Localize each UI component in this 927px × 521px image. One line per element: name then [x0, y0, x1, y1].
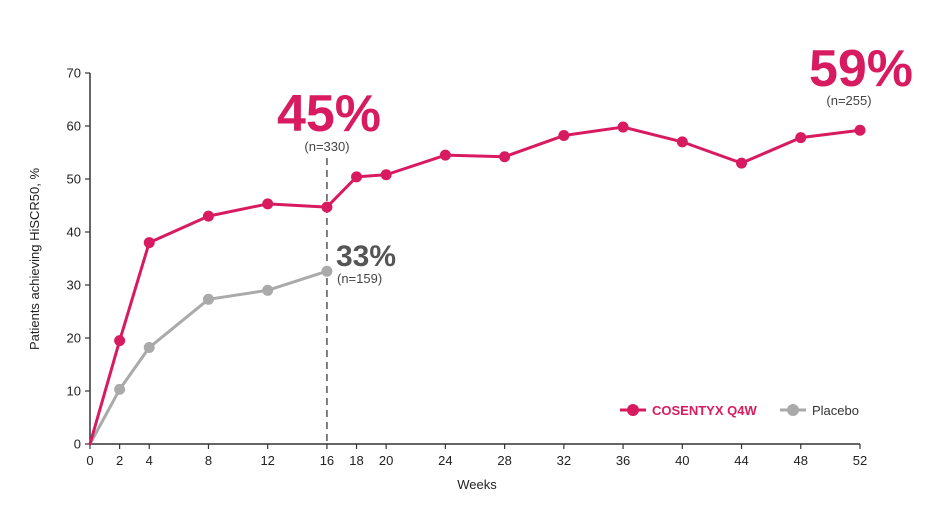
series-cosentyx-point [617, 121, 629, 133]
x-tick-label: 0 [86, 453, 93, 468]
series-placebo-point [143, 342, 155, 354]
series-placebo-point [202, 293, 214, 305]
series-cosentyx-point [202, 210, 214, 222]
series-cosentyx-line [88, 125, 862, 446]
axes [89, 73, 860, 445]
x-tick-label: 2 [116, 453, 123, 468]
series-cosentyx-point [143, 237, 155, 249]
cosentyx-week52-n: (n=255) [826, 93, 871, 108]
x-tick-label: 48 [794, 453, 808, 468]
series-cosentyx-point [736, 157, 748, 169]
x-tick-label: 4 [146, 453, 153, 468]
cosentyx-week52-callout: 59% [809, 40, 913, 98]
y-tick-label: 10 [67, 384, 81, 399]
x-tick-label: 12 [260, 453, 274, 468]
legend-item-placebo: Placebo [780, 403, 859, 418]
series-placebo-line [88, 269, 329, 446]
annotations: 45% (n=330) 33% (n=159) 59% (n=255) [277, 40, 913, 286]
x-tick-label: 44 [734, 453, 748, 468]
series-cosentyx-point [499, 151, 511, 163]
series-cosentyx-point [795, 132, 807, 144]
series-placebo-point [114, 383, 126, 395]
x-tick-label: 20 [379, 453, 393, 468]
x-tick-label: 32 [557, 453, 571, 468]
x-tick-label: 24 [438, 453, 452, 468]
series-placebo [88, 265, 333, 446]
x-tick-label: 52 [853, 453, 867, 468]
series-placebo-point [262, 284, 274, 296]
y-tick-label: 30 [67, 278, 81, 293]
y-tick-label: 20 [67, 331, 81, 346]
x-tick-label: 36 [616, 453, 630, 468]
legend-placebo-label: Placebo [812, 403, 859, 418]
y-tick-label: 50 [67, 172, 81, 187]
series-cosentyx-point [262, 198, 274, 210]
series-cosentyx-point [676, 136, 688, 148]
cosentyx-week16-n: (n=330) [304, 139, 349, 154]
y-tick-label: 70 [67, 66, 81, 81]
legend-placebo-swatch-marker [787, 404, 799, 416]
x-tick-label: 40 [675, 453, 689, 468]
series-cosentyx-point [854, 124, 866, 136]
series-cosentyx [88, 121, 866, 446]
legend-cosentyx-swatch-marker [627, 404, 639, 416]
legend: COSENTYX Q4W Placebo [620, 403, 859, 418]
legend-cosentyx-label: COSENTYX Q4W [652, 403, 757, 418]
series-cosentyx-point [380, 169, 392, 181]
y-axis-title: Patients achieving HiSCR50, % [27, 168, 42, 351]
series-cosentyx-point [439, 149, 451, 161]
series-layer [88, 121, 866, 446]
x-tick-label: 16 [320, 453, 334, 468]
series-cosentyx-point [114, 335, 126, 347]
series-cosentyx-point [558, 130, 570, 142]
placebo-week16-callout: 33% [336, 240, 396, 273]
x-axis-ticks: 0 2 4 8 12 16 18 20 24 28 32 36 40 44 48 52 [86, 444, 867, 468]
x-axis-title: Weeks [457, 477, 497, 492]
y-tick-label: 0 [74, 437, 81, 452]
series-cosentyx-point [321, 201, 333, 213]
series-cosentyx-point [351, 171, 363, 183]
x-tick-label: 18 [349, 453, 363, 468]
x-tick-label: 28 [497, 453, 511, 468]
y-tick-label: 60 [67, 119, 81, 134]
placebo-week16-n: (n=159) [337, 271, 382, 286]
y-axis-ticks: 0 10 20 30 40 50 60 70 [67, 66, 90, 452]
x-tick-label: 8 [205, 453, 212, 468]
series-placebo-point [321, 265, 333, 277]
legend-item-cosentyx: COSENTYX Q4W [620, 403, 757, 418]
cosentyx-week16-callout: 45% [277, 85, 381, 143]
y-tick-label: 40 [67, 225, 81, 240]
